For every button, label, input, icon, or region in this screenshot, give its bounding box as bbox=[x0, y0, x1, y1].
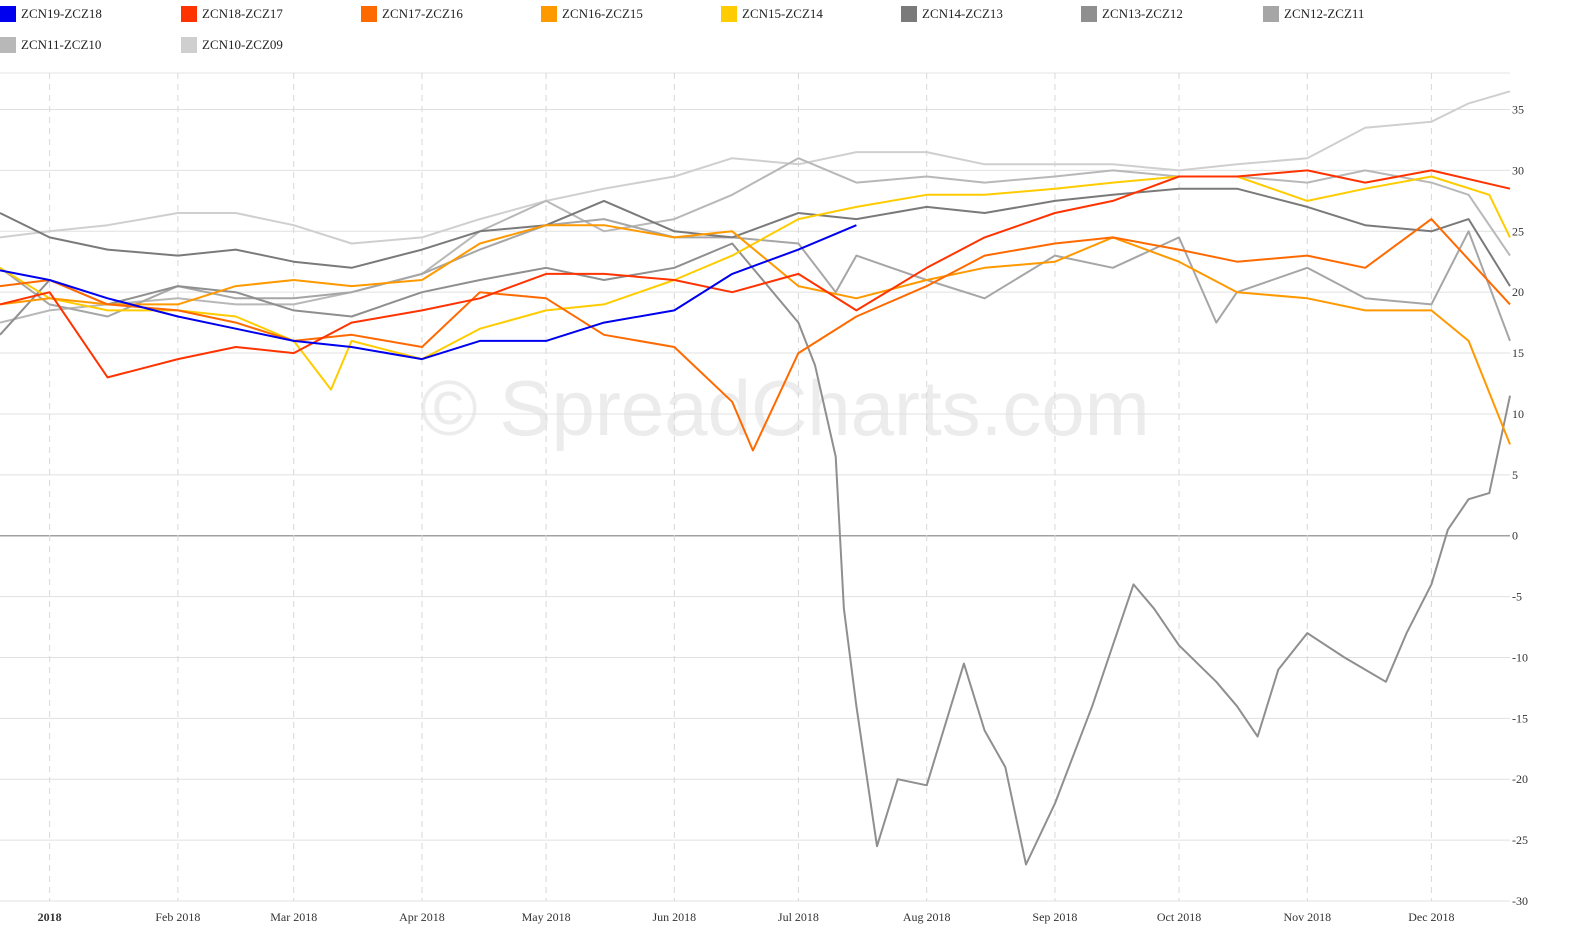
x-axis: 2018 Feb 2018 Mar 2018 Apr 2018 May 2018 Jun … bbox=[38, 910, 1455, 924]
series-group bbox=[0, 90, 1511, 866]
legend-swatch bbox=[721, 6, 737, 22]
legend-label: ZCN18-ZCZ17 bbox=[202, 6, 283, 21]
x-tick-label: Aug 2018 bbox=[903, 910, 951, 924]
legend-swatch bbox=[0, 37, 16, 53]
y-tick-label: 30 bbox=[1512, 163, 1524, 177]
x-tick-label: Jun 2018 bbox=[652, 910, 696, 924]
y-tick-label: -30 bbox=[1512, 894, 1528, 908]
x-tick-label: Dec 2018 bbox=[1408, 910, 1454, 924]
y-tick-label: 5 bbox=[1512, 468, 1518, 482]
legend-item[interactable]: ZCN14-ZCZ13 bbox=[901, 6, 1003, 22]
legend-label: ZCN10-ZCZ09 bbox=[202, 37, 283, 52]
legend-label: ZCN16-ZCZ15 bbox=[562, 6, 643, 21]
legend-swatch bbox=[1263, 6, 1279, 22]
legend-label: ZCN15-ZCZ14 bbox=[742, 6, 823, 21]
legend-swatch bbox=[0, 6, 16, 22]
x-tick-label: Apr 2018 bbox=[399, 910, 445, 924]
series-line-zcn14-zcz13 bbox=[0, 187, 1511, 287]
legend-item[interactable]: ZCN15-ZCZ14 bbox=[721, 6, 823, 22]
y-tick-label: 15 bbox=[1512, 346, 1524, 360]
x-tick-label: Jul 2018 bbox=[778, 910, 819, 924]
series-line-zcn11-zcz10 bbox=[0, 157, 1511, 324]
x-tick-label: Nov 2018 bbox=[1283, 910, 1331, 924]
legend-swatch bbox=[1081, 6, 1097, 22]
x-tick-label: Feb 2018 bbox=[155, 910, 200, 924]
y-tick-label: -25 bbox=[1512, 833, 1528, 847]
series-line-zcn17-zcz16 bbox=[0, 218, 1511, 452]
series-line-zcn12-zcz11 bbox=[0, 218, 1511, 342]
series-line-zcn18-zcz17 bbox=[0, 169, 1511, 379]
x-tick-label: Oct 2018 bbox=[1157, 910, 1201, 924]
y-tick-label: -20 bbox=[1512, 772, 1528, 786]
legend-swatch bbox=[901, 6, 917, 22]
x-tick-label: Sep 2018 bbox=[1032, 910, 1077, 924]
y-tick-label: -15 bbox=[1512, 711, 1528, 725]
y-tick-label: 25 bbox=[1512, 224, 1524, 238]
series-line-zcn15-zcz14 bbox=[0, 175, 1511, 391]
legend-item[interactable]: ZCN13-ZCZ12 bbox=[1081, 6, 1183, 22]
series-line-zcn10-zcz09 bbox=[0, 90, 1511, 245]
legend-item[interactable]: ZCN19-ZCZ18 bbox=[0, 6, 102, 22]
legend-item[interactable]: ZCN10-ZCZ09 bbox=[181, 37, 283, 53]
y-tick-label: 0 bbox=[1512, 529, 1518, 543]
legend-item[interactable]: ZCN17-ZCZ16 bbox=[361, 6, 463, 22]
legend-swatch bbox=[181, 6, 197, 22]
legend-label: ZCN19-ZCZ18 bbox=[21, 6, 102, 21]
legend-label: ZCN12-ZCZ11 bbox=[1284, 6, 1365, 21]
x-tick-label: May 2018 bbox=[522, 910, 571, 924]
legend-item[interactable]: ZCN12-ZCZ11 bbox=[1263, 6, 1364, 22]
y-tick-label: 20 bbox=[1512, 285, 1524, 299]
y-tick-label: 10 bbox=[1512, 407, 1524, 421]
grid bbox=[0, 72, 1510, 902]
legend-swatch bbox=[541, 6, 557, 22]
series-line-zcn19-zcz18 bbox=[0, 224, 857, 361]
x-tick-label: 2018 bbox=[38, 910, 62, 924]
legend-label: ZCN11-ZCZ10 bbox=[21, 37, 102, 52]
y-tick-label: -5 bbox=[1512, 590, 1522, 604]
series-line-zcn13-zcz12 bbox=[0, 242, 1511, 866]
y-axis: 35 30 25 20 15 10 5 0 -5 -10 -15 -20 -25 -30 bbox=[1512, 103, 1528, 908]
legend-label: ZCN17-ZCZ16 bbox=[382, 6, 463, 21]
legend-item[interactable]: ZCN18-ZCZ17 bbox=[181, 6, 283, 22]
series-line-zcn16-zcz15 bbox=[0, 224, 1511, 445]
legend-swatch bbox=[361, 6, 377, 22]
legend-item[interactable]: ZCN11-ZCZ10 bbox=[0, 37, 101, 53]
x-tick-label: Mar 2018 bbox=[270, 910, 317, 924]
legend-label: ZCN13-ZCZ12 bbox=[1102, 6, 1183, 21]
y-tick-label: 35 bbox=[1512, 103, 1524, 117]
watermark: © SpreadCharts.com bbox=[420, 364, 1149, 452]
legend-swatch bbox=[181, 37, 197, 53]
legend-label: ZCN14-ZCZ13 bbox=[922, 6, 1003, 21]
y-tick-label: -10 bbox=[1512, 650, 1528, 664]
legend-item[interactable]: ZCN16-ZCZ15 bbox=[541, 6, 643, 22]
